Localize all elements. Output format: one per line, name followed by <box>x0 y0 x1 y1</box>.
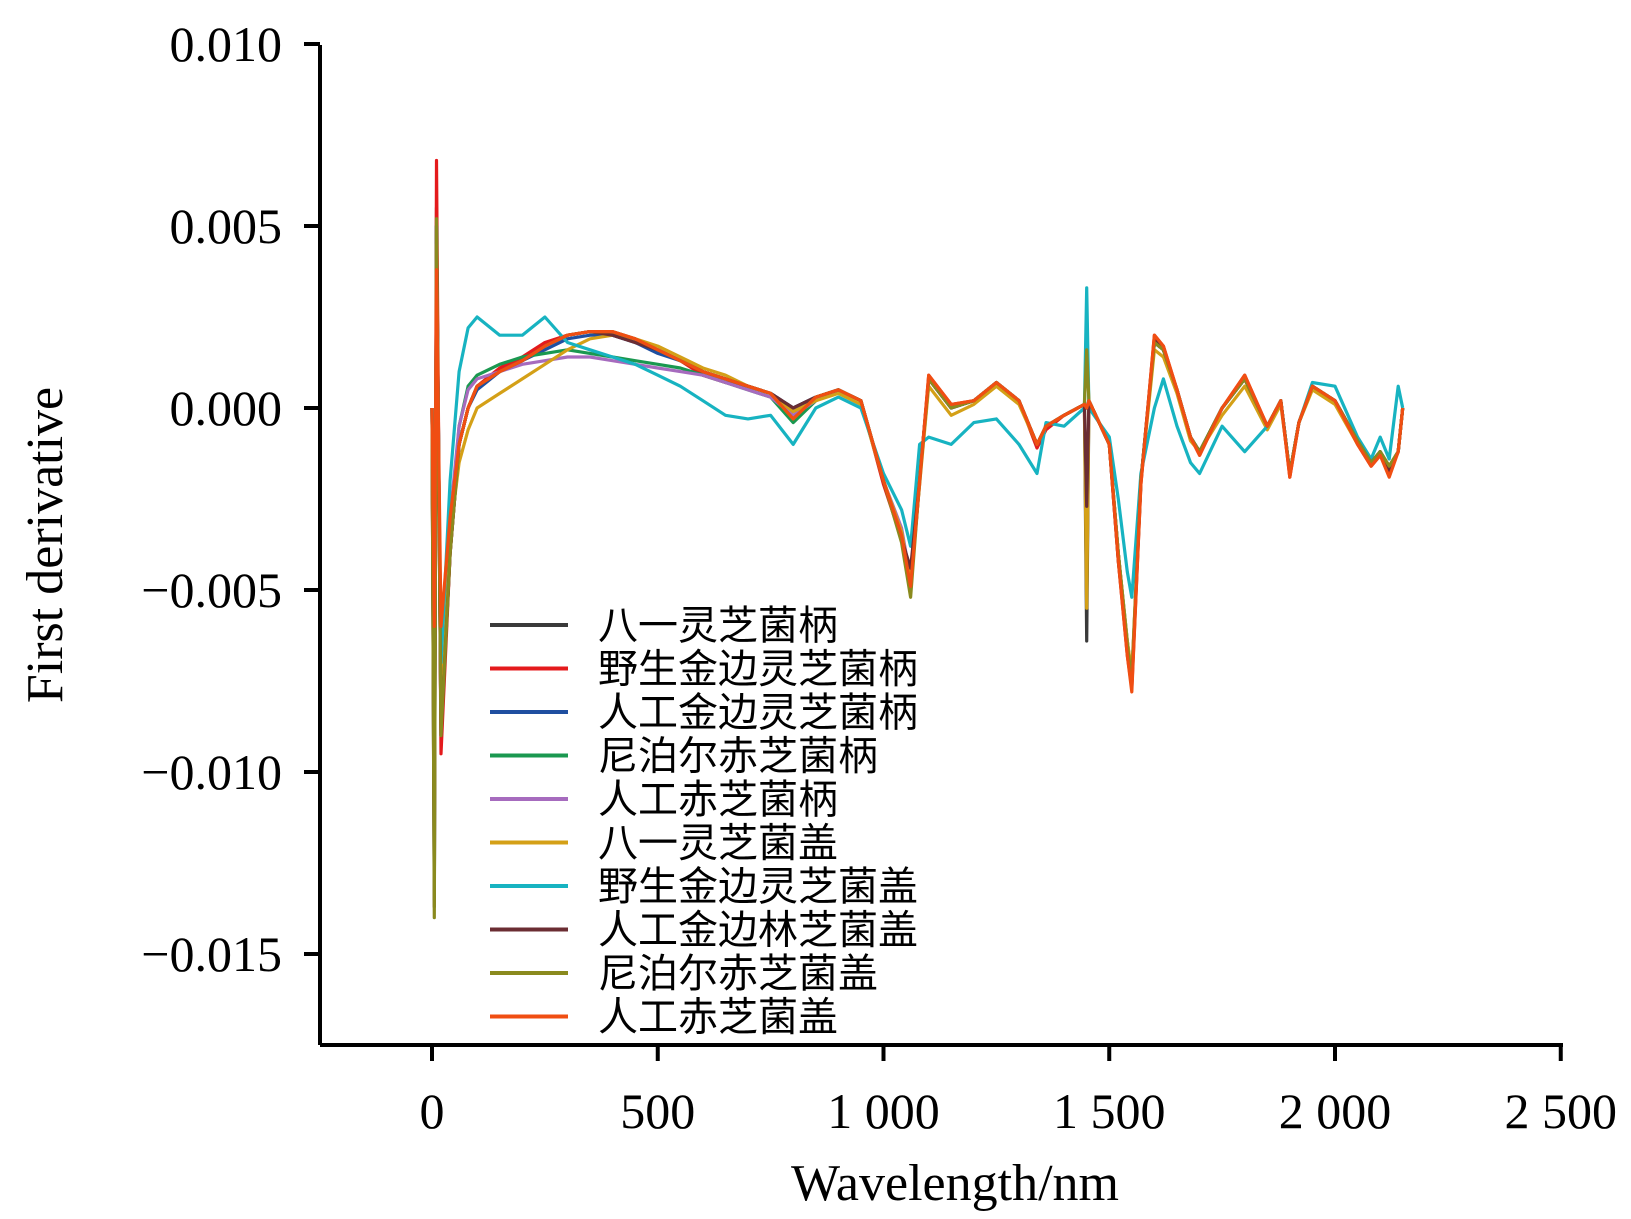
series-line-1 <box>430 206 1405 901</box>
series-line-4 <box>430 224 1405 847</box>
series-line-9 <box>430 217 1405 920</box>
legend-label: 人工金边林芝菌盖 <box>598 908 918 953</box>
y-tick-label: −0.010 <box>141 744 282 800</box>
x-tick-label: 1 000 <box>827 1083 940 1139</box>
ticks-layer: 0 500 1 000 1 500 2 000 2 500 0.010 0.005 0.000 −… <box>141 16 1617 1139</box>
legend-label: 野生金边灵芝菌盖 <box>598 864 918 909</box>
y-axis-title: First derivative <box>17 387 74 703</box>
legend-label: 八一灵芝菌盖 <box>598 821 838 866</box>
legend-label: 人工金边灵芝菌柄 <box>598 690 918 735</box>
y-tick-label: 0.000 <box>170 380 283 436</box>
y-tick-label: −0.015 <box>141 926 282 982</box>
legend-label: 尼泊尔赤芝菌柄 <box>598 734 878 779</box>
legend-label: 野生金边灵芝菌柄 <box>598 647 918 692</box>
legend: 八一灵芝菌柄野生金边灵芝菌柄人工金边灵芝菌柄尼泊尔赤芝菌柄人工赤芝菌柄八一灵芝菌… <box>490 603 918 1040</box>
series-line-8 <box>430 224 1405 909</box>
y-tick-label: 0.010 <box>170 16 283 72</box>
series-line-10 <box>430 268 1405 694</box>
series-line-6 <box>430 242 1405 847</box>
axes-layer <box>318 45 1563 1047</box>
x-tick-label: 0 <box>420 1083 445 1139</box>
x-tick-label: 2 000 <box>1279 1083 1392 1139</box>
x-tick-label: 500 <box>620 1083 695 1139</box>
legend-label: 尼泊尔赤芝菌盖 <box>598 951 878 996</box>
legend-label: 八一灵芝菌柄 <box>598 603 838 648</box>
legend-label: 人工赤芝菌柄 <box>598 777 838 822</box>
y-tick-label: −0.005 <box>141 562 282 618</box>
series-layer <box>430 158 1405 920</box>
legend-label: 人工赤芝菌盖 <box>598 995 838 1040</box>
x-tick-label: 2 500 <box>1505 1083 1618 1139</box>
x-tick-label: 1 500 <box>1053 1083 1166 1139</box>
y-tick-label: 0.005 <box>170 198 283 254</box>
x-axis-title: Wavelength/nm <box>791 1155 1119 1212</box>
